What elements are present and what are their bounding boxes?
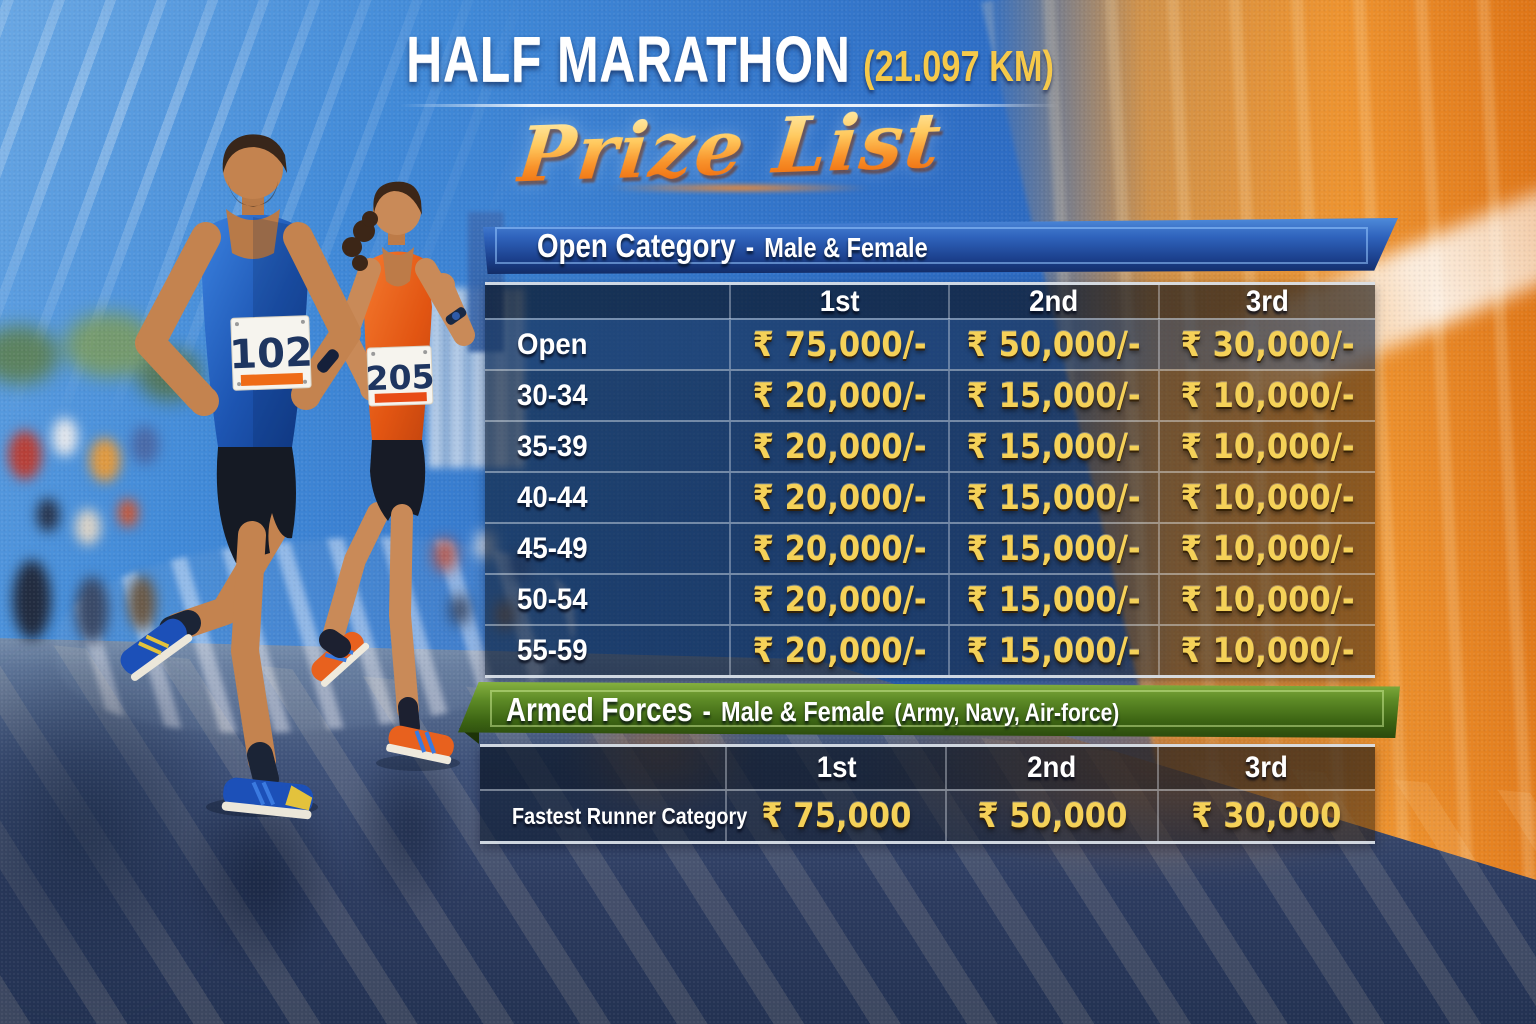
header-2nd: 2nd [945, 747, 1156, 789]
row-label: 35-39 [517, 429, 588, 463]
header-1st: 1st [725, 747, 945, 789]
prize-value: ₹ 20,000/- [728, 524, 948, 573]
female-bib-number: 205 [365, 357, 435, 398]
row-label: 45-49 [517, 531, 588, 565]
header-3rd: 3rd [1156, 747, 1375, 789]
prize-value: ₹ 15,000/- [947, 473, 1158, 522]
prize-value: ₹ 30,000 [1156, 791, 1375, 841]
armed-forces-dash: - [702, 695, 711, 728]
prize-value: ₹ 15,000/- [947, 626, 1158, 675]
prize-value: ₹ 75,000/- [728, 320, 948, 369]
female-forward-shoe [386, 725, 454, 765]
prize-value: ₹ 15,000/- [947, 524, 1158, 573]
table-row-35-39: 35-39 ₹ 20,000/- ₹ 15,000/- ₹ 10,000/- [485, 420, 1375, 471]
armed-forces-table: 1st 2nd 3rd Fastest Runner Category ₹ 75… [480, 744, 1375, 844]
title-block: HALF MARATHON (21.097 KM) Prize List [320, 22, 1140, 200]
open-category-title: Open Category [537, 227, 736, 264]
table-row-45-49: 45-49 ₹ 20,000/- ₹ 15,000/- ₹ 10,000/- [485, 522, 1375, 573]
armed-forces-banner-text: Armed Forces - Male & Female (Army, Navy… [506, 691, 1119, 729]
open-category-banner: Open Category - Male & Female [483, 218, 1398, 274]
prize-value: ₹ 10,000/- [1157, 473, 1375, 522]
prize-value: ₹ 15,000/- [947, 575, 1158, 624]
armed-forces-title: Armed Forces [506, 691, 693, 728]
prize-value: ₹ 20,000/- [728, 422, 948, 471]
male-forward-shoe [221, 777, 314, 820]
armed-forces-banner: Armed Forces - Male & Female (Army, Navy… [458, 682, 1400, 738]
female-watch [445, 307, 467, 325]
prize-value: ₹ 10,000/- [1157, 371, 1375, 420]
table-row-40-44: 40-44 ₹ 20,000/- ₹ 15,000/- ₹ 10,000/- [485, 471, 1375, 522]
row-label: 30-34 [517, 378, 588, 412]
row-label: 55-59 [517, 633, 588, 667]
prize-list-subtitle: Prize List [513, 95, 947, 200]
female-bib: 205 [365, 345, 435, 407]
open-category-table: 1st 2nd 3rd Open ₹ 75,000/- ₹ 50,000/- ₹… [485, 282, 1375, 678]
male-watch [317, 349, 339, 373]
background-crowd-left [0, 385, 230, 695]
male-runner: 102 [120, 134, 361, 820]
page-title: HALF MARATHON [406, 23, 851, 95]
prize-value: ₹ 15,000/- [947, 422, 1158, 471]
male-trailing-shoe [120, 618, 193, 681]
male-bib: 102 [229, 315, 314, 391]
prize-value: ₹ 50,000 [945, 791, 1156, 841]
prize-value: ₹ 10,000/- [1157, 524, 1375, 573]
row-label: Open [517, 327, 588, 361]
table-row-30-34: 30-34 ₹ 20,000/- ₹ 15,000/- ₹ 10,000/- [485, 369, 1375, 420]
armed-forces-subtitle: Male & Female [720, 696, 885, 727]
female-runner-reflection [330, 760, 490, 950]
open-category-subtitle: Male & Female [764, 232, 928, 263]
header-3rd: 3rd [1157, 285, 1375, 319]
open-category-header-row: 1st 2nd 3rd [485, 285, 1375, 319]
male-bib-number: 102 [229, 330, 314, 379]
table-row-55-59: 55-59 ₹ 20,000/- ₹ 15,000/- ₹ 10,000/- [485, 624, 1375, 675]
prize-list-underline [575, 184, 905, 192]
row-label: Fastest Runner Category [512, 802, 748, 829]
title-divider [400, 104, 1060, 107]
prize-value: ₹ 20,000/- [728, 371, 948, 420]
prize-value: ₹ 30,000/- [1157, 320, 1375, 369]
header-1st: 1st [728, 285, 948, 319]
prize-value: ₹ 10,000/- [1157, 626, 1375, 675]
armed-forces-header-row: 1st 2nd 3rd [480, 747, 1375, 789]
open-category-banner-text: Open Category - Male & Female [537, 227, 928, 265]
female-runner: 205 [311, 181, 475, 765]
armed-forces-note: (Army, Navy, Air-force) [894, 699, 1120, 727]
header-empty-cell [480, 747, 725, 789]
prize-value: ₹ 20,000/- [728, 473, 948, 522]
table-row-50-54: 50-54 ₹ 20,000/- ₹ 15,000/- ₹ 10,000/- [485, 573, 1375, 624]
title-line: HALF MARATHON (21.097 KM) [406, 22, 1054, 96]
row-label: 40-44 [517, 480, 588, 514]
row-label: 50-54 [517, 582, 588, 616]
distance-label: (21.097 KM) [863, 42, 1054, 91]
header-2nd: 2nd [947, 285, 1158, 319]
table-row-fastest-runner: Fastest Runner Category ₹ 75,000 ₹ 50,00… [480, 789, 1375, 841]
prize-value: ₹ 75,000 [725, 791, 945, 841]
header-empty-cell [485, 285, 729, 319]
open-category-dash: - [745, 231, 755, 264]
prize-value: ₹ 50,000/- [947, 320, 1158, 369]
prize-value: ₹ 20,000/- [728, 575, 948, 624]
prize-value: ₹ 15,000/- [947, 371, 1158, 420]
prize-value: ₹ 10,000/- [1157, 422, 1375, 471]
runners-illustration: 205 [120, 134, 475, 820]
table-row-open: Open ₹ 75,000/- ₹ 50,000/- ₹ 30,000/- [485, 318, 1375, 369]
prize-value: ₹ 10,000/- [1157, 575, 1375, 624]
prize-value: ₹ 20,000/- [728, 626, 948, 675]
